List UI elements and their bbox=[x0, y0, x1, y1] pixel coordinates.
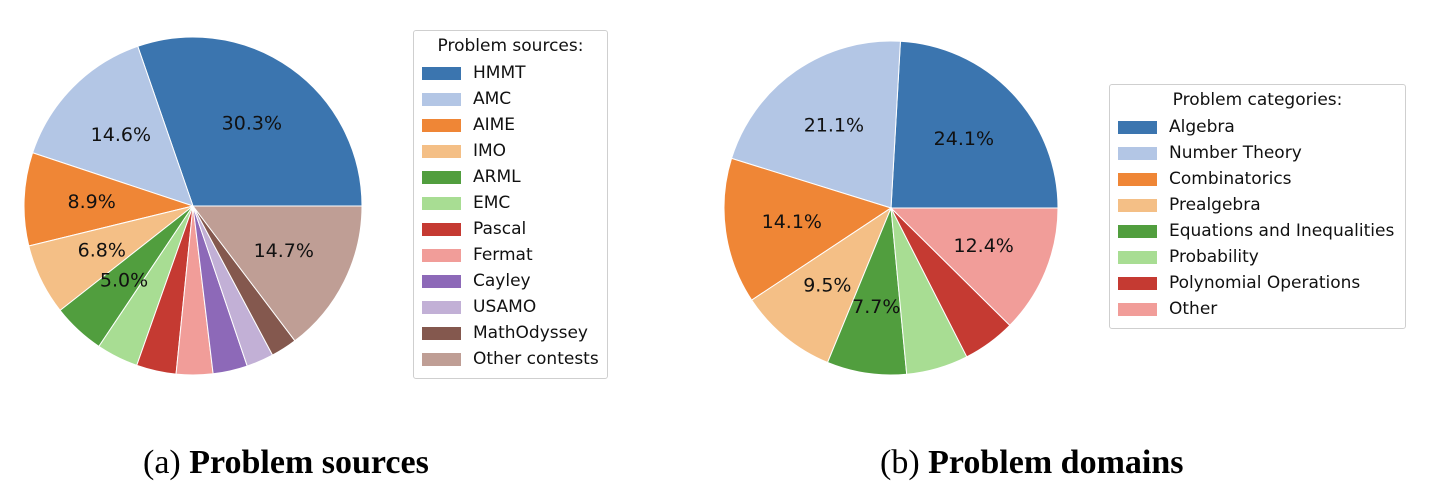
legend-entry-equations-and-inequalities: Equations and Inequalities bbox=[1118, 218, 1397, 244]
legend-label: Cayley bbox=[473, 271, 531, 291]
legend-entry-number-theory: Number Theory bbox=[1118, 140, 1397, 166]
legend-label: Other bbox=[1169, 299, 1218, 319]
legend-entry-arml: ARML bbox=[422, 164, 599, 190]
legend-title: Problem categories: bbox=[1172, 90, 1343, 110]
legend-entry-cayley: Cayley bbox=[422, 268, 599, 294]
legend-entry-probability: Probability bbox=[1118, 244, 1397, 270]
pie-label-other-contests: 14.7% bbox=[254, 240, 314, 262]
legend-entry-prealgebra: Prealgebra bbox=[1118, 192, 1397, 218]
legend-swatch bbox=[1118, 120, 1157, 134]
pie-label-amc: 14.6% bbox=[91, 124, 151, 146]
pie-label-equations-and-inequalities: 7.7% bbox=[852, 296, 900, 318]
legend-label: Other contests bbox=[473, 349, 599, 369]
legend-title: Problem sources: bbox=[437, 36, 584, 56]
legend-label: Polynomial Operations bbox=[1169, 273, 1361, 293]
legend-entry-algebra: Algebra bbox=[1118, 114, 1397, 140]
pie-chart-problem-sources: 30.3% 14.6% 8.9% 6.8% 5.0% 14.7% bbox=[23, 36, 363, 376]
legend-label: ARML bbox=[473, 167, 521, 187]
pie-slice-algebra bbox=[890, 40, 1059, 209]
legend-label: AMC bbox=[473, 89, 512, 109]
pie-slice-hmmt bbox=[137, 36, 363, 207]
legend-swatch bbox=[422, 170, 461, 184]
legend-swatch bbox=[422, 248, 461, 262]
legend-label: Fermat bbox=[473, 245, 533, 265]
legend-label: Probability bbox=[1169, 247, 1259, 267]
legend-swatch bbox=[422, 222, 461, 236]
legend-entry-other-contests: Other contests bbox=[422, 346, 599, 372]
legend-label: Number Theory bbox=[1169, 143, 1302, 163]
legend-swatch bbox=[422, 274, 461, 288]
legend-swatch bbox=[422, 352, 461, 366]
caption-problem-sources: (a) Problem sources bbox=[143, 444, 429, 482]
legend-swatch bbox=[1118, 198, 1157, 212]
pie-slice-other bbox=[889, 207, 1059, 327]
legend-label: HMMT bbox=[473, 63, 526, 83]
legend-entry-emc: EMC bbox=[422, 190, 599, 216]
legend-label: EMC bbox=[473, 193, 511, 213]
legend-label: Algebra bbox=[1169, 117, 1235, 137]
legend-problem-sources: Problem sources: HMMT AMC AIME IMO ARML EMC Pa… bbox=[413, 30, 608, 379]
pie-label-arml: 5.0% bbox=[100, 269, 148, 291]
legend-swatch bbox=[422, 92, 461, 106]
legend-label: AIME bbox=[473, 115, 516, 135]
legend-swatch bbox=[1118, 224, 1157, 238]
pie-label-combinatorics: 14.1% bbox=[762, 211, 822, 233]
legend-entries: HMMT AMC AIME IMO ARML EMC Pascal Fermat Cayley U… bbox=[422, 60, 599, 372]
legend-label: Equations and Inequalities bbox=[1169, 221, 1395, 241]
legend-swatch bbox=[422, 196, 461, 210]
pie-label-imo: 6.8% bbox=[78, 239, 126, 261]
legend-entry-usamo: USAMO bbox=[422, 294, 599, 320]
legend-entry-pascal: Pascal bbox=[422, 216, 599, 242]
legend-entry-imo: IMO bbox=[422, 138, 599, 164]
legend-entry-combinatorics: Combinatorics bbox=[1118, 166, 1397, 192]
legend-label: MathOdyssey bbox=[473, 323, 588, 343]
legend-swatch bbox=[422, 66, 461, 80]
legend-label: Combinatorics bbox=[1169, 169, 1292, 189]
pie-label-number-theory: 21.1% bbox=[804, 115, 864, 137]
legend-entry-other: Other bbox=[1118, 296, 1397, 322]
legend-swatch bbox=[422, 326, 461, 340]
legend-label: Prealgebra bbox=[1169, 195, 1261, 215]
legend-swatch bbox=[422, 144, 461, 158]
legend-entry-fermat: Fermat bbox=[422, 242, 599, 268]
legend-entry-mathodyssey: MathOdyssey bbox=[422, 320, 599, 346]
legend-entry-polynomial-operations: Polynomial Operations bbox=[1118, 270, 1397, 296]
legend-swatch bbox=[1118, 276, 1157, 290]
pie-slice-number-theory bbox=[730, 40, 901, 209]
legend-swatch bbox=[1118, 302, 1157, 316]
legend-label: Pascal bbox=[473, 219, 527, 239]
legend-entry-hmmt: HMMT bbox=[422, 60, 599, 86]
pie-slice-prealgebra bbox=[751, 206, 893, 364]
pie-chart-problem-domains: 24.1% 21.1% 14.1% 9.5%7.7% 12.4% bbox=[723, 40, 1059, 376]
pie-label-hmmt: 30.3% bbox=[222, 112, 282, 134]
legend-swatch bbox=[422, 300, 461, 314]
caption-prefix: (b) bbox=[880, 444, 929, 481]
legend-swatch bbox=[1118, 250, 1157, 264]
pie-label-aime: 8.9% bbox=[68, 191, 116, 213]
caption-title: Problem domains bbox=[928, 444, 1184, 481]
legend-entries: Algebra Number Theory Combinatorics Prealge… bbox=[1118, 114, 1397, 322]
pie-slice-aime bbox=[23, 152, 195, 247]
legend-swatch bbox=[422, 118, 461, 132]
caption-prefix: (a) bbox=[143, 444, 190, 481]
pie-slice-other-contests bbox=[191, 205, 363, 342]
legend-entry-aime: AIME bbox=[422, 112, 599, 138]
legend-swatch bbox=[1118, 146, 1157, 160]
pie-label-other: 12.4% bbox=[954, 235, 1014, 257]
caption-problem-domains: (b) Problem domains bbox=[880, 444, 1184, 482]
caption-title: Problem sources bbox=[189, 444, 429, 481]
pie-slice-combinatorics bbox=[723, 157, 893, 301]
legend-entry-amc: AMC bbox=[422, 86, 599, 112]
legend-problem-categories: Problem categories: Algebra Number Theory… bbox=[1109, 84, 1406, 329]
legend-label: USAMO bbox=[473, 297, 537, 317]
pie-label-algebra: 24.1% bbox=[934, 128, 994, 150]
legend-swatch bbox=[1118, 172, 1157, 186]
legend-label: IMO bbox=[473, 141, 507, 161]
pie-label-prealgebra: 9.5% bbox=[803, 274, 851, 296]
